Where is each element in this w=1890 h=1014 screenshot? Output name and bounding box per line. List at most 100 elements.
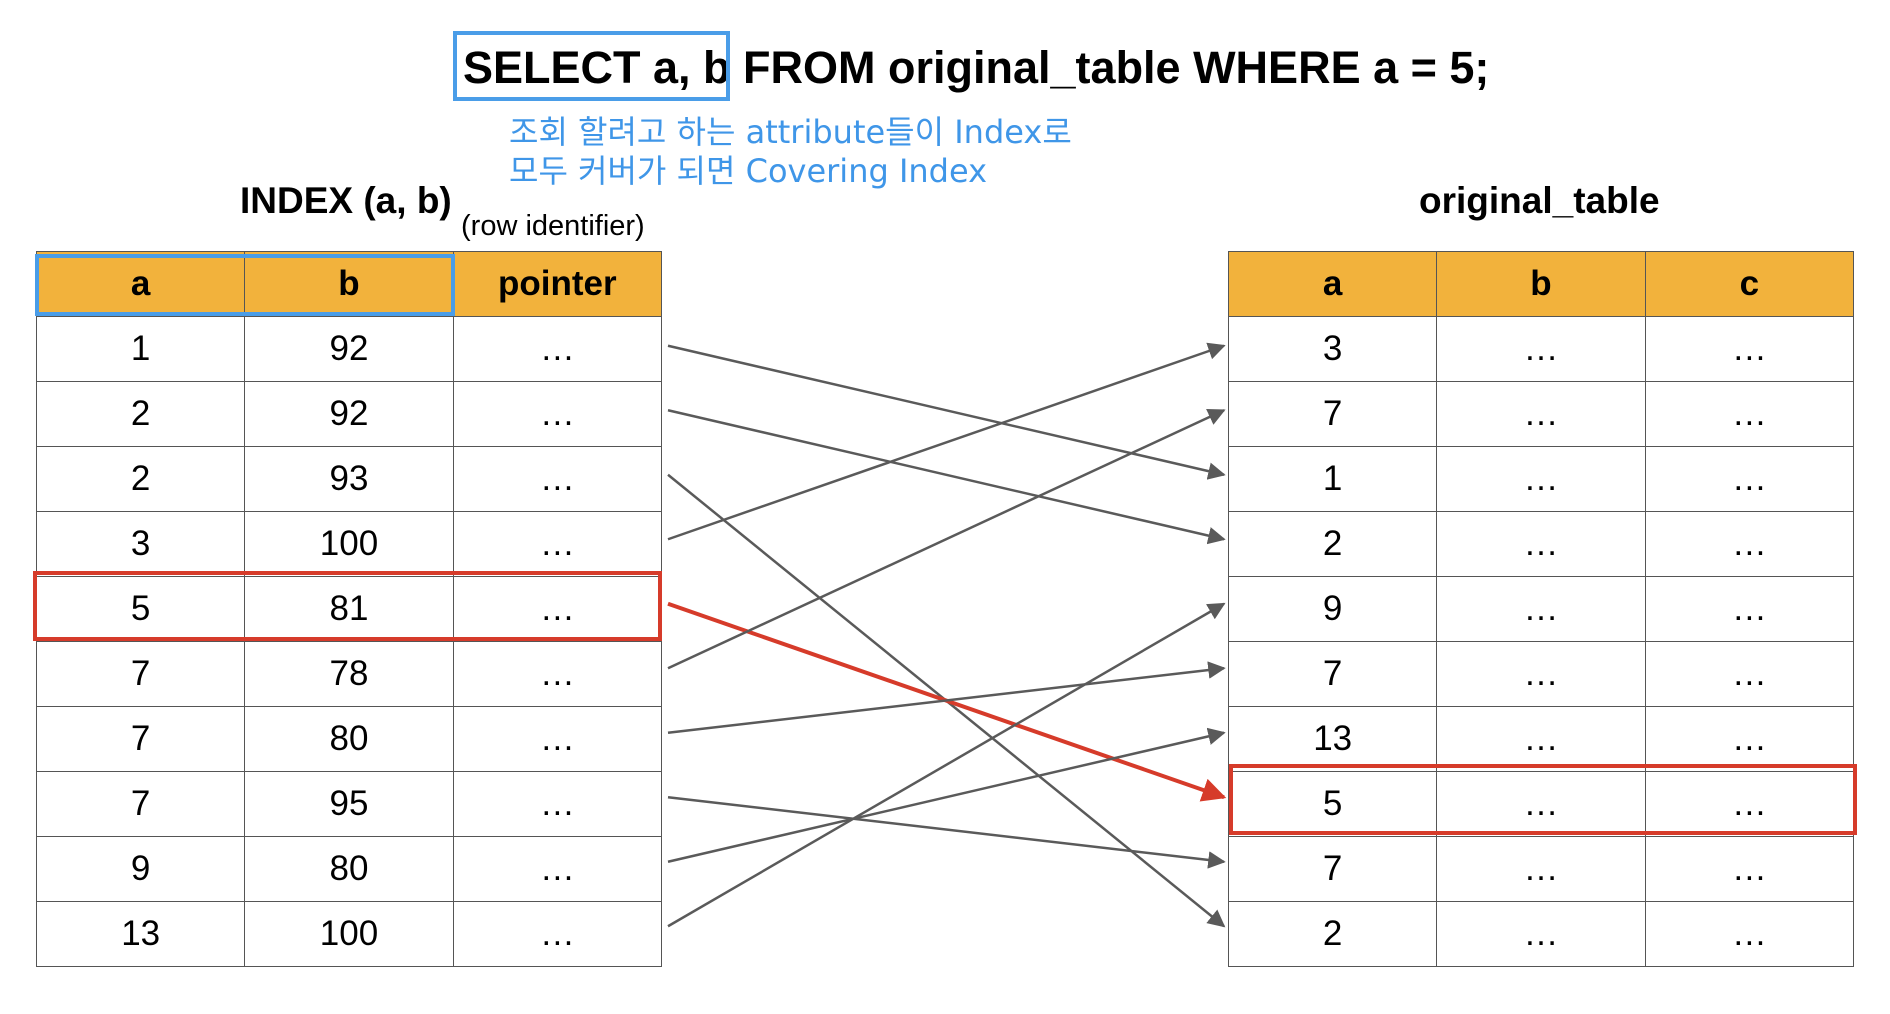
table-header-b: b — [1436, 251, 1646, 317]
index-cell-pointer: … — [452, 381, 663, 447]
index-row: 7 78… — [35, 641, 663, 707]
table-cell-c: … — [1644, 446, 1855, 512]
index-row: 7 95… — [35, 771, 663, 837]
index-row: 2 93… — [35, 446, 663, 512]
pointer-arrow — [667, 409, 1226, 545]
index-cell-pointer: … — [452, 446, 663, 512]
index-cell-b: 81 — [244, 576, 454, 642]
table-cell-b: … — [1436, 836, 1646, 902]
index-cell-pointer: … — [452, 576, 663, 642]
index-cell-pointer: … — [452, 641, 663, 707]
index-cell-b: 80 — [244, 836, 454, 902]
table-row: 13…… — [1227, 706, 1855, 772]
table-cell-b: … — [1436, 446, 1646, 512]
table-cell-b: … — [1436, 511, 1646, 577]
index-cell-pointer: … — [452, 511, 663, 577]
index-row: 1 92… — [35, 316, 663, 382]
table-row: 7…… — [1227, 641, 1855, 707]
index-header-pointer: pointer — [452, 251, 663, 317]
pointer-arrow — [667, 727, 1226, 863]
index-cell-b: 92 — [244, 381, 454, 447]
pointer-arrow — [667, 408, 1226, 670]
table-row: 7…… — [1227, 836, 1855, 902]
index-cell-a: 2 — [35, 381, 246, 447]
index-row: 5 81… — [35, 576, 663, 642]
table-cell-a: 2 — [1227, 901, 1438, 967]
sql-query: SELECT a, b FROM original_table WHERE a … — [463, 42, 1490, 93]
note-line-2: 모두 커버가 되면 Covering Index — [509, 152, 988, 190]
index-cell-a: 9 — [35, 836, 246, 902]
index-cell-a: 5 — [35, 576, 246, 642]
table-cell-b: … — [1436, 576, 1646, 642]
index-row: 7 80… — [35, 706, 663, 772]
index-cell-b: 93 — [244, 446, 454, 512]
pointer-arrow — [667, 344, 1226, 480]
pointer-arrow — [667, 796, 1226, 869]
table-cell-a: 7 — [1227, 836, 1438, 902]
table-cell-a: 13 — [1227, 706, 1438, 772]
index-cell-pointer: … — [452, 706, 663, 772]
table-cell-a: 9 — [1227, 576, 1438, 642]
index-header-b: b — [244, 251, 454, 317]
index-match-row-highlight — [33, 570, 663, 641]
table-cell-a: 7 — [1227, 381, 1438, 447]
table-header-a: a — [1227, 251, 1438, 317]
index-header-a: a — [35, 251, 246, 317]
index-cell-pointer: … — [452, 316, 663, 382]
table-row: 3…… — [1227, 316, 1855, 382]
index-cell-b: 92 — [244, 316, 454, 382]
index-row: 9 80… — [35, 836, 663, 902]
index-cell-pointer: … — [452, 771, 663, 837]
index-cell-pointer: … — [452, 836, 663, 902]
table-cell-c: … — [1644, 836, 1855, 902]
row-identifier-label: (row identifier) — [461, 210, 645, 242]
index-cell-a: 7 — [35, 706, 246, 772]
index-cell-a: 3 — [35, 511, 246, 577]
index-cell-a: 1 — [35, 316, 246, 382]
table-cell-c: … — [1644, 381, 1855, 447]
table-row: 2…… — [1227, 901, 1855, 967]
pointer-arrow — [667, 602, 1226, 928]
table-row: 9…… — [1227, 576, 1855, 642]
table-cell-b: … — [1436, 641, 1646, 707]
table-header-c: c — [1644, 251, 1855, 317]
table-cell-c: … — [1644, 771, 1855, 837]
table-cell-b: … — [1436, 706, 1646, 772]
table-row: 5…… — [1227, 771, 1855, 837]
index-cell-a: 2 — [35, 446, 246, 512]
index-cell-a: 7 — [35, 771, 246, 837]
original-table-title: original_table — [1419, 180, 1660, 221]
index-table: a b pointer 1 92… 2 92… 2 93… 3 100… 5 81… 7 78… 7 80… 7… — [35, 251, 663, 967]
table-cell-c: … — [1644, 706, 1855, 772]
index-cell-b: 100 — [244, 901, 454, 967]
table-cell-c: … — [1644, 576, 1855, 642]
selected-columns-highlight — [453, 31, 730, 101]
table-cell-a: 3 — [1227, 316, 1438, 382]
table-cell-c: … — [1644, 901, 1855, 967]
index-cell-a: 7 — [35, 641, 246, 707]
covering-index-note: 조회 할려고 하는 attribute들이 Index로 모두 커버가 되면 C… — [509, 113, 1072, 191]
index-row: 3 100… — [35, 511, 663, 577]
index-cell-b: 80 — [244, 706, 454, 772]
pointer-arrow — [667, 342, 1226, 541]
pointer-arrow — [667, 661, 1226, 734]
index-row: 13 100… — [35, 901, 663, 967]
table-row: 2…… — [1227, 511, 1855, 577]
table-cell-c: … — [1644, 316, 1855, 382]
index-cell-a: 13 — [35, 901, 246, 967]
table-cell-c: … — [1644, 641, 1855, 707]
index-key-columns-highlight — [35, 254, 456, 316]
table-cell-a: 1 — [1227, 446, 1438, 512]
table-match-row-highlight — [1229, 764, 1858, 835]
table-cell-b: … — [1436, 316, 1646, 382]
table-cell-a: 7 — [1227, 641, 1438, 707]
table-cell-c: … — [1644, 511, 1855, 577]
index-cell-pointer: … — [452, 901, 663, 967]
index-table-title: INDEX (a, b) — [240, 180, 452, 221]
table-cell-a: 2 — [1227, 511, 1438, 577]
table-cell-b: … — [1436, 901, 1646, 967]
note-line-1: 조회 할려고 하는 attribute들이 Index로 — [509, 113, 1072, 151]
table-cell-b: … — [1436, 381, 1646, 447]
index-cell-b: 78 — [244, 641, 454, 707]
